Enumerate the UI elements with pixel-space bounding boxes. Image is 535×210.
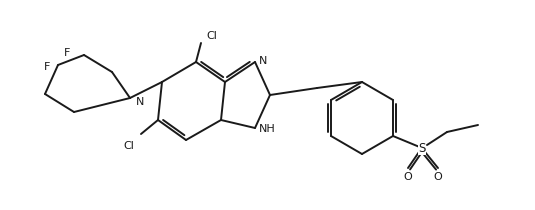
Text: F: F <box>64 48 71 58</box>
Text: N: N <box>259 56 268 66</box>
Text: Cl: Cl <box>206 31 217 41</box>
Text: O: O <box>403 172 412 182</box>
Text: F: F <box>44 62 50 72</box>
Text: Cl: Cl <box>123 141 134 151</box>
Text: S: S <box>418 142 426 155</box>
Text: N: N <box>136 97 144 107</box>
Text: O: O <box>434 172 442 182</box>
Text: NH: NH <box>259 124 276 134</box>
